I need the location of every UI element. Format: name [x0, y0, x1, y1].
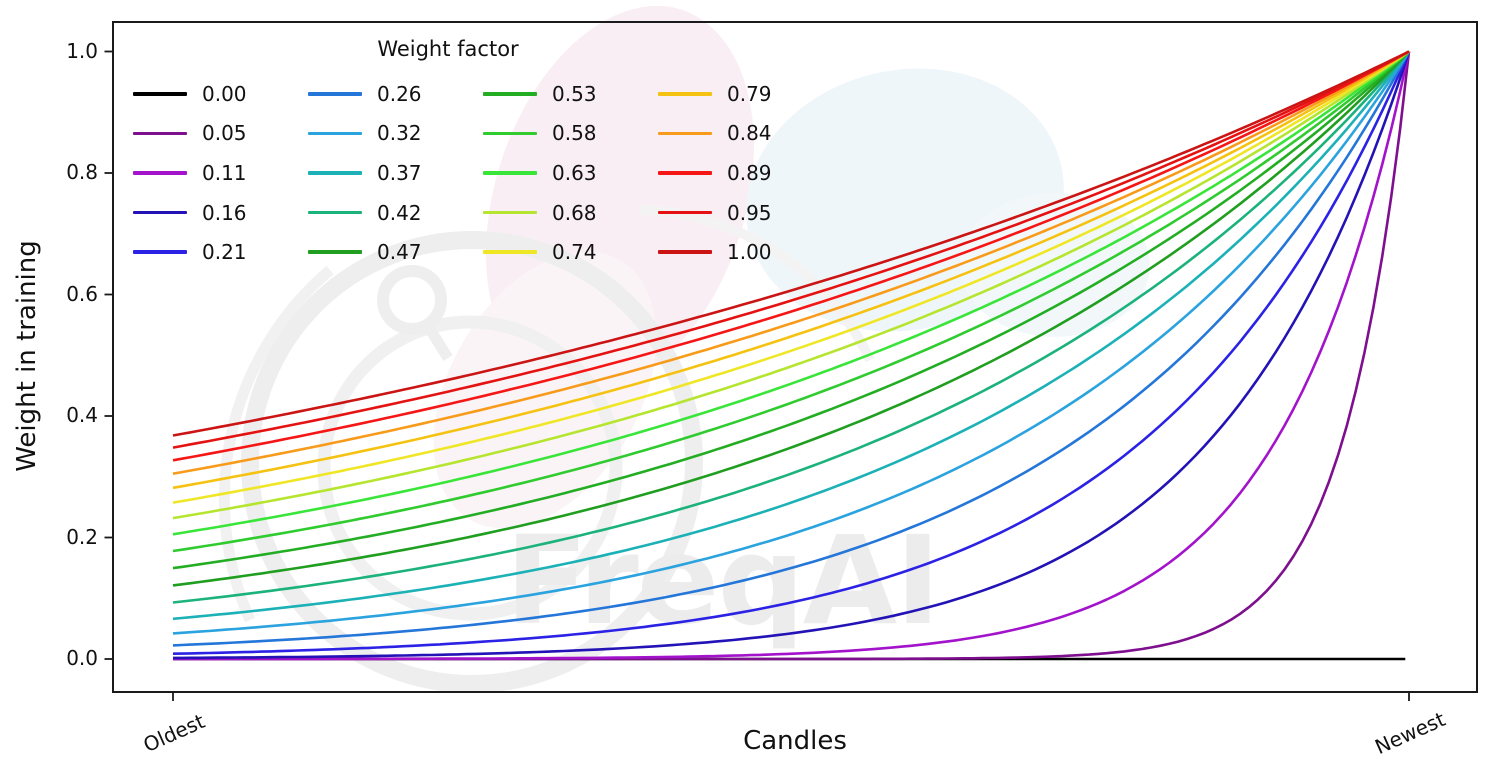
legend-label: 0.11 — [202, 160, 247, 185]
legend-item-0.42: 0.42 — [308, 193, 483, 233]
legend-item-0.58: 0.58 — [483, 114, 658, 154]
legend-label: 0.89 — [727, 160, 772, 185]
legend-item-0.47: 0.47 — [308, 232, 483, 272]
legend-item-0.26: 0.26 — [308, 74, 483, 114]
y-tick-label: 0.8 — [66, 160, 98, 184]
weight-curve-0.47 — [172, 50, 1410, 587]
legend-swatch — [308, 92, 362, 96]
weight-curve-0.26 — [172, 50, 1411, 647]
weight-curve-0.89 — [172, 50, 1410, 462]
legend-swatch — [483, 250, 537, 254]
legend-item-0.68: 0.68 — [483, 193, 658, 233]
legend-label: 0.32 — [377, 121, 422, 146]
legend-label: 0.00 — [202, 81, 247, 106]
legend-swatch — [133, 210, 187, 215]
legend-item-0.21: 0.21 — [133, 232, 308, 272]
weight-curve-0.16 — [173, 51, 1411, 660]
weight-curve-0.42 — [172, 50, 1410, 604]
legend-label: 0.95 — [727, 200, 772, 225]
y-tick-label: 0.0 — [66, 646, 98, 670]
weight-curves — [172, 50, 1411, 661]
legend-title: Weight factor — [377, 37, 519, 61]
legend-swatch — [133, 171, 187, 175]
legend-item-0.89: 0.89 — [658, 153, 833, 193]
legend-label: 0.26 — [377, 81, 422, 106]
legend-label: 0.68 — [552, 200, 597, 225]
legend-swatch — [133, 250, 187, 254]
legend-swatch — [483, 131, 537, 136]
legend-swatch — [658, 92, 712, 96]
legend-swatch — [658, 250, 712, 254]
legend-label: 0.47 — [377, 240, 422, 265]
legend-swatch — [483, 92, 537, 96]
y-axis-label: Weight in training — [12, 240, 42, 472]
weight-curve-0.53 — [172, 50, 1410, 570]
weight-curve-0.79 — [172, 50, 1410, 490]
legend-item-0.00: 0.00 — [133, 74, 308, 114]
legend-item-0.63: 0.63 — [483, 153, 658, 193]
legend-label: 0.42 — [377, 200, 422, 225]
legend-item-0.32: 0.32 — [308, 114, 483, 154]
y-tick-label: 0.4 — [66, 403, 98, 427]
legend-label: 0.79 — [727, 81, 772, 106]
legend-item-0.05: 0.05 — [133, 114, 308, 154]
legend-item-0.74: 0.74 — [483, 232, 658, 272]
legend-label: 0.63 — [552, 160, 597, 185]
weight-curve-0.74 — [172, 50, 1410, 504]
axes-spines — [112, 21, 1478, 693]
y-tick-label: 0.2 — [66, 524, 98, 549]
y-tick-label: 0.6 — [66, 281, 98, 306]
weight-curve-0.63 — [172, 50, 1410, 536]
weight-curve-0.11 — [173, 51, 1411, 661]
legend-swatch — [133, 131, 187, 136]
weight-curve-0.58 — [172, 50, 1410, 553]
weight-curve-0.95 — [172, 50, 1410, 449]
legend-label: 0.84 — [727, 121, 772, 146]
legend-item-0.79: 0.79 — [658, 74, 833, 114]
legend-swatch — [308, 171, 362, 175]
legend-label: 0.37 — [377, 160, 422, 185]
legend-swatch — [308, 131, 362, 136]
legend-swatch — [658, 210, 712, 215]
legend-item-0.53: 0.53 — [483, 74, 658, 114]
legend-label: 0.05 — [202, 121, 247, 146]
legend-item-1.00: 1.00 — [658, 232, 833, 272]
weight-curve-0.84 — [172, 50, 1410, 475]
legend-swatch — [483, 171, 537, 175]
legend-label: 0.58 — [552, 121, 597, 146]
weight-curve-1.00 — [172, 50, 1410, 437]
weight-curve-0.21 — [172, 50, 1411, 655]
weight-curve-0.37 — [172, 50, 1411, 621]
legend-swatch — [483, 210, 537, 215]
legend-label: 0.16 — [202, 200, 247, 225]
legend-label: 0.74 — [552, 240, 597, 265]
weight-curve-0.68 — [172, 50, 1410, 520]
legend-swatch — [133, 92, 187, 96]
tick-marks — [104, 50, 1410, 701]
legend-item-0.37: 0.37 — [308, 153, 483, 193]
legend-item-0.11: 0.11 — [133, 153, 308, 193]
weight-curve-0.32 — [172, 50, 1411, 635]
legend-swatch — [658, 171, 712, 175]
legend-item-0.16: 0.16 — [133, 193, 308, 233]
legend: 0.00 0.05 0.11 0.16 0.21 0.26 0.32 0.37 0.42 0.47… — [133, 74, 833, 272]
legend-swatch — [658, 131, 712, 136]
legend-label: 0.21 — [202, 240, 247, 265]
legend-item-0.84: 0.84 — [658, 114, 833, 154]
x-axis-label: Candles — [743, 726, 847, 756]
legend-swatch — [308, 250, 362, 254]
legend-swatch — [308, 210, 362, 215]
legend-item-0.95: 0.95 — [658, 193, 833, 233]
legend-label: 1.00 — [727, 240, 772, 265]
y-tick-label: 1.0 — [66, 38, 98, 63]
legend-label: 0.53 — [552, 81, 597, 106]
